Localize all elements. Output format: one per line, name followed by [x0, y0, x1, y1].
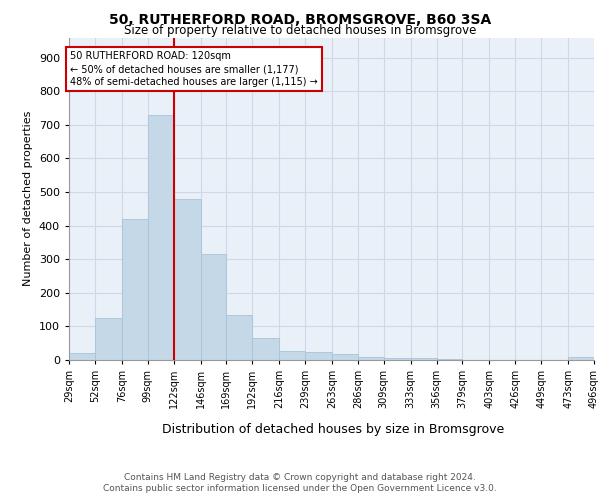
Text: 50 RUTHERFORD ROAD: 120sqm
← 50% of detached houses are smaller (1,177)
48% of s: 50 RUTHERFORD ROAD: 120sqm ← 50% of deta…	[70, 51, 318, 88]
Bar	[69, 354, 95, 360]
Bar	[95, 318, 122, 360]
Bar	[384, 358, 411, 360]
Bar	[411, 358, 437, 360]
Bar	[122, 219, 148, 360]
Bar	[252, 338, 279, 360]
Bar	[173, 198, 200, 360]
Bar	[200, 254, 226, 360]
Text: Size of property relative to detached houses in Bromsgrove: Size of property relative to detached ho…	[124, 24, 476, 37]
Bar	[148, 115, 173, 360]
Text: Contains HM Land Registry data © Crown copyright and database right 2024.: Contains HM Land Registry data © Crown c…	[124, 472, 476, 482]
Y-axis label: Number of detached properties: Number of detached properties	[23, 111, 33, 286]
Bar	[279, 351, 305, 360]
Bar	[358, 356, 384, 360]
Bar	[305, 352, 332, 360]
Text: Distribution of detached houses by size in Bromsgrove: Distribution of detached houses by size …	[162, 422, 504, 436]
Text: Contains public sector information licensed under the Open Government Licence v3: Contains public sector information licen…	[103, 484, 497, 493]
Bar	[568, 358, 594, 360]
Bar	[226, 314, 252, 360]
Bar	[332, 354, 358, 360]
Text: 50, RUTHERFORD ROAD, BROMSGROVE, B60 3SA: 50, RUTHERFORD ROAD, BROMSGROVE, B60 3SA	[109, 12, 491, 26]
